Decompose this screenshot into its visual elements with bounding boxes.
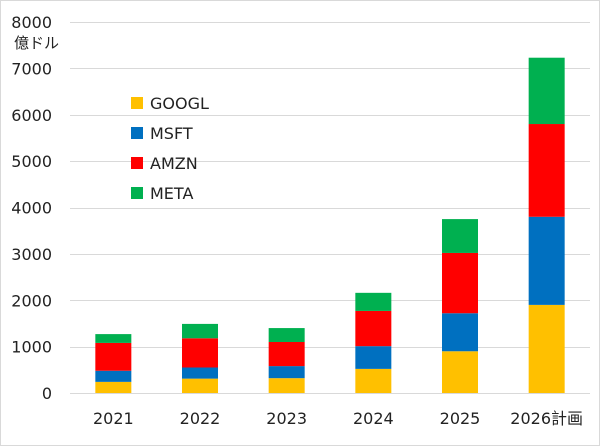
y-tick-label: 7000	[11, 59, 52, 78]
x-tick-label: 2026計画	[510, 409, 583, 428]
legend-swatch-amzn	[131, 157, 143, 169]
y-axis-unit-label: 億ドル	[14, 34, 59, 52]
legend-swatch-meta	[131, 187, 143, 199]
y-tick-label: 1000	[11, 338, 52, 357]
bar-segment-msft-4	[442, 313, 478, 352]
y-tick-label: 8000	[11, 13, 52, 32]
bar-segment-meta-1	[182, 323, 218, 339]
bar-segment-amzn-5	[528, 124, 565, 217]
legend-swatch-msft	[131, 127, 143, 139]
bar-segment-amzn-3	[355, 310, 392, 347]
x-tick-label: 2024	[353, 409, 394, 428]
y-tick-label: 3000	[11, 245, 52, 264]
x-tick-label: 2023	[266, 409, 307, 428]
y-tick-label: 5000	[11, 152, 52, 171]
legend-label-amzn: AMZN	[150, 154, 198, 173]
y-tick-label: 6000	[11, 106, 52, 125]
bar-segment-googl-5	[528, 304, 565, 393]
bar-segment-amzn-1	[182, 338, 218, 368]
bar-segment-msft-2	[268, 366, 305, 379]
x-tick-label: 2025	[440, 409, 481, 428]
bar-segment-meta-5	[528, 57, 565, 125]
legend-swatch-googl	[131, 97, 143, 109]
y-tick-label: 2000	[11, 291, 52, 310]
bar-segment-googl-2	[268, 378, 305, 393]
bar-segment-googl-4	[442, 351, 478, 393]
bar-segment-msft-5	[528, 216, 565, 305]
bar-segment-msft-1	[182, 367, 218, 379]
legend-label-meta: META	[150, 184, 193, 203]
bar-segment-meta-2	[268, 328, 305, 342]
bar-segment-msft-0	[95, 370, 132, 382]
bar-segment-amzn-2	[268, 341, 305, 367]
axes: 0 1000 2000 3000 4000 5000 6000 7000 8000 2021 202…	[11, 13, 583, 428]
bar-segment-meta-4	[442, 219, 478, 253]
x-tick-label: 2022	[180, 409, 221, 428]
gridlines	[70, 22, 590, 394]
bar-segment-meta-0	[95, 334, 132, 343]
bar-segment-meta-3	[355, 292, 392, 311]
y-tick-label: 0	[42, 384, 52, 403]
bar-segment-amzn-0	[95, 342, 132, 371]
y-tick-label: 4000	[11, 199, 52, 218]
legend: GOOGL MSFT AMZN META	[131, 94, 209, 203]
bar-segment-msft-3	[355, 346, 392, 369]
bar-segment-amzn-4	[442, 252, 478, 314]
x-tick-label: 2021	[93, 409, 134, 428]
bar-segment-googl-3	[355, 368, 392, 393]
bar-segment-googl-0	[95, 381, 132, 393]
legend-label-googl: GOOGL	[150, 94, 209, 113]
bars	[95, 57, 565, 393]
legend-label-msft: MSFT	[150, 124, 193, 143]
bar-segment-googl-1	[182, 378, 218, 393]
